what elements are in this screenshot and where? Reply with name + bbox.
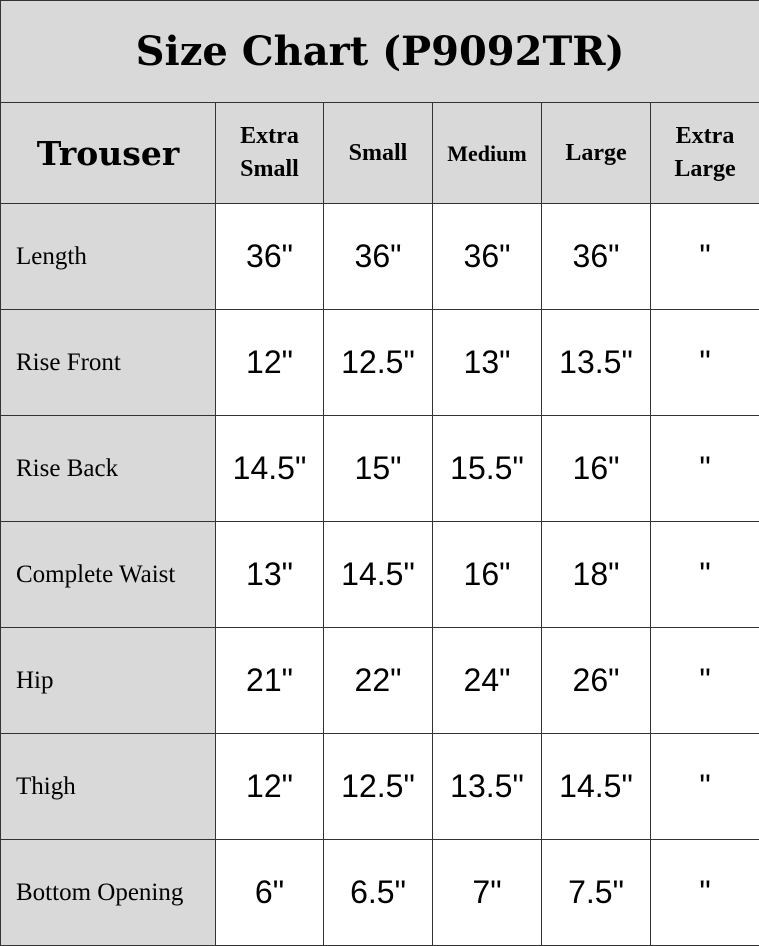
header-trouser: Trouser bbox=[0, 102, 216, 204]
size-value: " bbox=[650, 415, 759, 522]
size-value: 6.5" bbox=[323, 839, 433, 946]
header-extra-large: Extra Large bbox=[650, 102, 759, 204]
header-small: Small bbox=[323, 102, 433, 204]
size-value: 12.5" bbox=[323, 733, 433, 840]
size-value: 13.5" bbox=[432, 733, 542, 840]
size-value: 7.5" bbox=[541, 839, 651, 946]
size-value: 13.5" bbox=[541, 309, 651, 416]
size-value: 15" bbox=[323, 415, 433, 522]
row-label: Thigh bbox=[0, 733, 216, 840]
size-value: 26" bbox=[541, 627, 651, 734]
size-value: 36" bbox=[323, 203, 433, 310]
table-row: Hip 21" 22" 24" 26" " bbox=[0, 627, 759, 734]
row-label: Complete Waist bbox=[0, 521, 216, 628]
table-row: Rise Front 12" 12.5" 13" 13.5" " bbox=[0, 309, 759, 416]
size-value: 22" bbox=[323, 627, 433, 734]
size-value: " bbox=[650, 309, 759, 416]
size-value: 14.5" bbox=[323, 521, 433, 628]
header-medium: Medium bbox=[432, 102, 542, 204]
table-row: Bottom Opening 6" 6.5" 7" 7.5" " bbox=[0, 839, 759, 946]
size-value: 7" bbox=[432, 839, 542, 946]
size-value: 36" bbox=[215, 203, 324, 310]
size-value: 12" bbox=[215, 309, 324, 416]
size-value: 36" bbox=[432, 203, 542, 310]
size-value: " bbox=[650, 839, 759, 946]
size-value: 13" bbox=[432, 309, 542, 416]
size-value: " bbox=[650, 733, 759, 840]
size-value: 12" bbox=[215, 733, 324, 840]
row-label: Bottom Opening bbox=[0, 839, 216, 946]
row-label: Hip bbox=[0, 627, 216, 734]
size-value: 14.5" bbox=[541, 733, 651, 840]
size-value: 24" bbox=[432, 627, 542, 734]
size-value: 12.5" bbox=[323, 309, 433, 416]
size-value: " bbox=[650, 203, 759, 310]
size-value: 6" bbox=[215, 839, 324, 946]
row-label: Rise Back bbox=[0, 415, 216, 522]
size-value: 21" bbox=[215, 627, 324, 734]
size-value: 15.5" bbox=[432, 415, 542, 522]
size-value: 16" bbox=[541, 415, 651, 522]
row-label: Rise Front bbox=[0, 309, 216, 416]
size-value: 13" bbox=[215, 521, 324, 628]
table-row: Length 36" 36" 36" 36" " bbox=[0, 203, 759, 310]
table-row: Thigh 12" 12.5" 13.5" 14.5" " bbox=[0, 733, 759, 840]
size-value: 36" bbox=[541, 203, 651, 310]
size-value: " bbox=[650, 627, 759, 734]
table-row: Rise Back 14.5" 15" 15.5" 16" " bbox=[0, 415, 759, 522]
header-extra-small: Extra Small bbox=[215, 102, 324, 204]
table-row: Complete Waist 13" 14.5" 16" 18" " bbox=[0, 521, 759, 628]
row-label: Length bbox=[0, 203, 216, 310]
size-value: " bbox=[650, 521, 759, 628]
size-value: 18" bbox=[541, 521, 651, 628]
size-value: 16" bbox=[432, 521, 542, 628]
header-large: Large bbox=[541, 102, 651, 204]
header-row: Trouser Extra Small Small Medium Large Ex… bbox=[0, 102, 759, 204]
size-value: 14.5" bbox=[215, 415, 324, 522]
chart-title: Size Chart (P9092TR) bbox=[0, 0, 759, 103]
